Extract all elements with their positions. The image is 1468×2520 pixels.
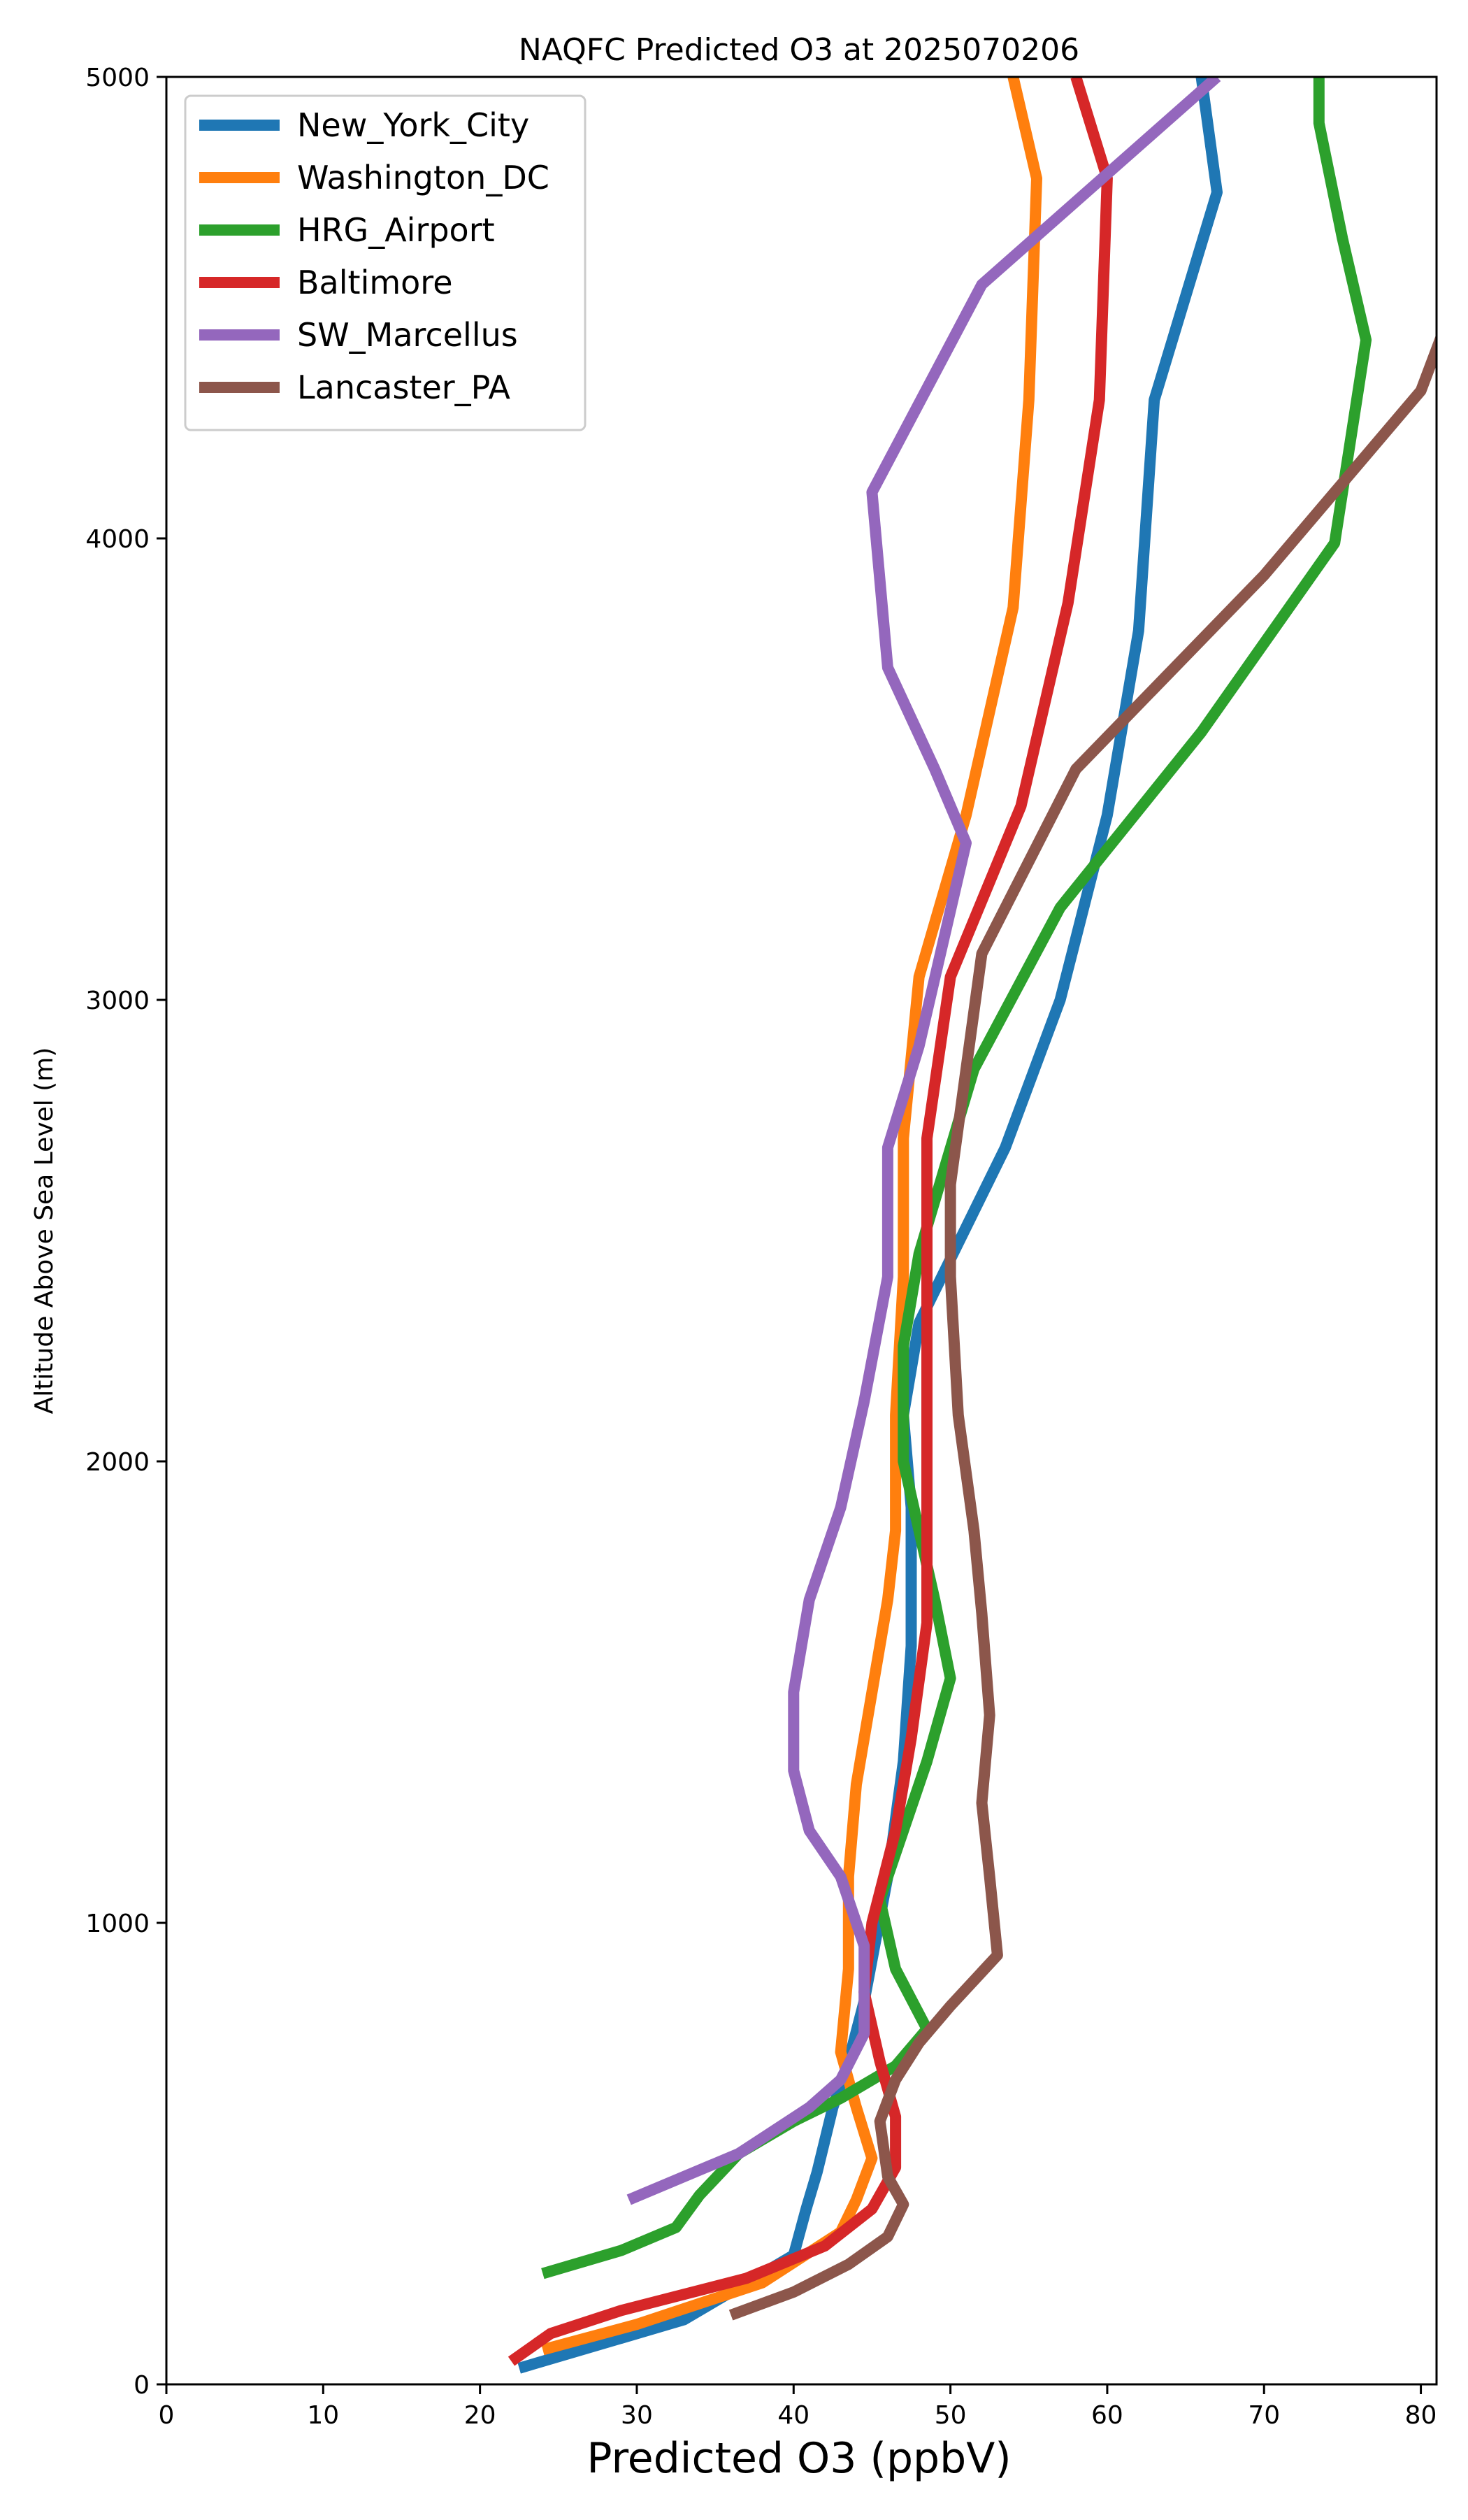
legend-label-Washington_DC: Washington_DC [297,159,549,196]
x-tick-label: 40 [777,2401,809,2430]
x-tick-label: 20 [464,2401,496,2430]
series-line-Lancaster_PA [728,333,1437,2321]
y-tick-label: 4000 [85,525,150,554]
y-tick-label: 5000 [85,64,150,92]
series-line-Baltimore [508,77,1113,2366]
axes: 0 10 20 30 40 50 60 70 80 0 1000 2000 3000 4000 5000 [85,64,1438,2430]
x-tick-label: 50 [935,2401,967,2430]
x-tick-label: 0 [159,2401,175,2430]
x-tick-label: 80 [1405,2401,1437,2430]
legend-label-HRG_Airport: HRG_Airport [297,211,495,249]
y-tick-label: 0 [134,2371,150,2400]
x-tick-label: 70 [1248,2401,1280,2430]
y-axis-label: Altitude Above Sea Level (m) [30,1047,59,1415]
series-line-Washington_DC [541,77,1042,2356]
legend-box [184,94,587,431]
x-tick-label: 10 [307,2401,339,2430]
chart-title: NAQFC Predicted O3 at 2025070206 [519,32,1079,68]
y-tick-label: 3000 [85,987,150,1015]
legend-label-SW_Marcellus: SW_Marcellus [297,316,518,354]
legend-label-Baltimore: Baltimore [297,264,453,301]
legend: New_York_City Washington_DC HRG_Airport Bal… [184,94,587,431]
y-tick-label: 2000 [85,1448,150,1477]
x-axis-label: Predicted O3 (ppbV) [587,2434,1011,2483]
series-line-SW_Marcellus [626,77,1221,2205]
y-tick-label: 1000 [85,1910,150,1938]
x-tick-label: 60 [1091,2401,1123,2430]
legend-label-Lancaster_PA: Lancaster_PA [297,368,510,406]
plot-area [508,77,1437,2374]
series-line-New_York_City [517,77,1223,2374]
x-tick-label: 30 [621,2401,653,2430]
legend-label-New_York_City: New_York_City [297,106,529,144]
axes-frame [165,76,1438,2386]
